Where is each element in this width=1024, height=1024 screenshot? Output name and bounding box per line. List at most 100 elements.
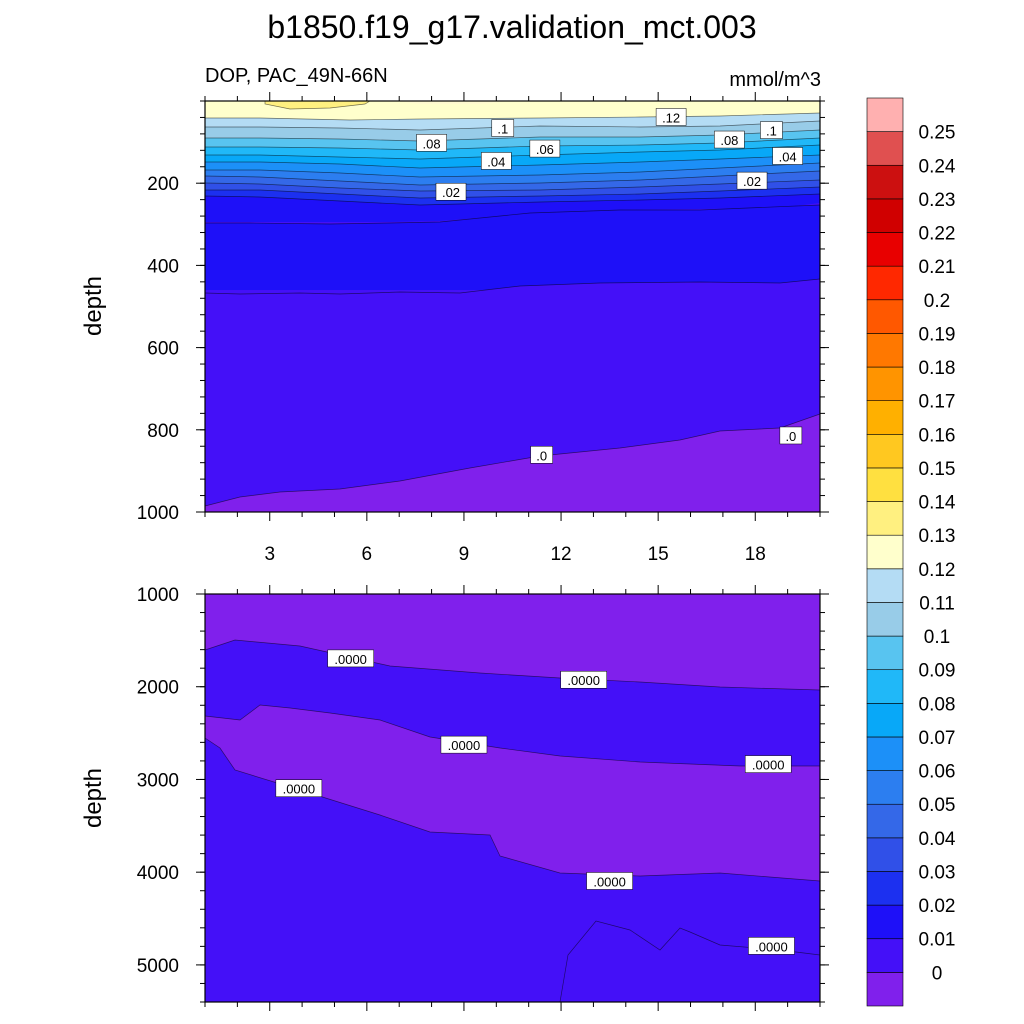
contour-label-box [491,119,515,137]
lower-contour-labels: .0000 .0000 .0000 .0000 .0000 .0000 .0000 [275,649,795,955]
y-tick-label: 2000 [137,678,179,699]
contour-label-text: .1 [497,122,508,137]
colorbar-label: 0.07 [919,728,956,749]
x-tick-label: 15 [648,544,669,565]
upper-fills [205,101,820,512]
colorbar-swatch [866,97,904,132]
colorbar-swatch [866,803,904,839]
contour-line-0.12 [205,112,821,121]
colorbar-label: 0.23 [919,190,956,211]
figure-title: b1850.f19_g17.validation_mct.003 [267,9,756,45]
contour-line-yellow [264,100,371,110]
variable-label: DOP, PAC_49N-66N [205,65,388,87]
contour-label-box [655,108,687,126]
colorbar-swatch [866,534,904,570]
colorbar-swatch [866,871,904,906]
fill-yellow-max [265,101,370,109]
lower-line-3 [204,737,821,882]
contour-label-text: .02 [743,174,761,189]
contour-label-text: .0000 [593,874,626,889]
contour-label: .08 [416,134,447,152]
contour-label-box [744,755,792,773]
colorbar-swatch [866,198,904,233]
colorbar-label: 0.15 [919,459,956,480]
contour-label-box [530,446,553,464]
contour-line-0.05 [204,170,821,186]
contour-line-0.005 [204,278,821,295]
contour-label-text: .0000 [755,939,788,954]
colorbar-swatch [866,904,904,940]
contour-label-box [416,134,447,152]
fill-lower-band-1 [205,640,820,766]
contour-label-box [560,670,607,689]
colorbar-label: 0.03 [919,862,956,883]
contour-label: .0000 [748,937,795,955]
colorbar-label: 0 [932,963,943,984]
contour-label: .0000 [560,670,607,689]
contour-label-text: .0000 [567,673,600,688]
y-tick-label: 5000 [137,956,179,977]
contour-label: .12 [655,108,687,126]
colorbar-swatch [866,837,904,872]
contour-label-box [435,182,467,201]
contour-label-text: .0 [536,448,547,463]
contour-label: .0000 [586,872,633,890]
colorbar-swatch [866,736,904,771]
contour-label-box [481,152,512,170]
colorbar-label: 0.04 [919,829,956,850]
contour-line-0.10 [205,129,821,142]
colorbar-swatch [866,770,904,805]
x-tick-label: 18 [745,544,766,565]
x-tick-label: 9 [459,544,470,565]
contour-label-box [714,130,745,149]
colorbar-swatch [866,602,904,637]
contour-label-box [529,139,561,158]
y-tick-label: 200 [147,174,179,195]
colorbar-label: 0.11 [919,593,955,614]
contour-line-0.0 [204,413,821,507]
contour-label-text: .1 [766,124,777,139]
contour-label-box [586,872,633,890]
y-tick-label: 600 [147,339,179,360]
fill-upper-bottom [205,205,820,290]
colorbar-swatch [866,131,904,166]
contour-line-0.06 [205,162,821,178]
contour-label-box [760,121,783,139]
contour-label: .1 [491,119,515,137]
contour-label-text: .04 [779,149,797,164]
contour-label-box [772,147,803,165]
x-tick-label: 6 [362,544,373,565]
contour-label-box [275,779,323,797]
colorbar-label: 0.25 [919,123,956,144]
colorbar-swatch [866,232,904,267]
y-tick-label: 400 [147,256,179,277]
contour-line-0.08 [205,144,821,160]
colorbar-swatch [866,669,904,704]
contour-label: .0000 [275,779,323,797]
colorbar-swatch [866,333,904,368]
contour-label-text: .0000 [448,738,481,753]
colorbar-label: 0.19 [919,324,956,345]
contour-label: .04 [481,152,512,170]
contour-label: .0 [530,446,553,464]
colorbar-label: 0.1 [924,627,950,648]
contour-label-text: .0 [785,429,796,444]
upper-contour-lines [204,100,821,507]
colorbar-swatch [866,501,904,536]
colorbar-swatch [866,635,904,671]
contour-label: .1 [760,121,783,139]
contour-label: .08 [714,130,745,149]
contour-label: .0000 [440,735,488,754]
colorbar-label: 0.02 [919,896,956,917]
contour-line-0.04 [204,179,821,192]
colorbar-label: 0.05 [919,795,956,816]
colorbar-swatch [866,467,904,502]
colorbar-label: 0.24 [919,156,956,177]
contour-label: .0000 [744,755,792,773]
colorbar-label: 0.12 [919,560,956,581]
colorbar-swatch [866,400,904,435]
contour-label-text: .08 [720,133,738,148]
contour-label-box [440,735,488,754]
lower-axis: 1000 2000 3000 4000 5000 [137,585,829,1011]
